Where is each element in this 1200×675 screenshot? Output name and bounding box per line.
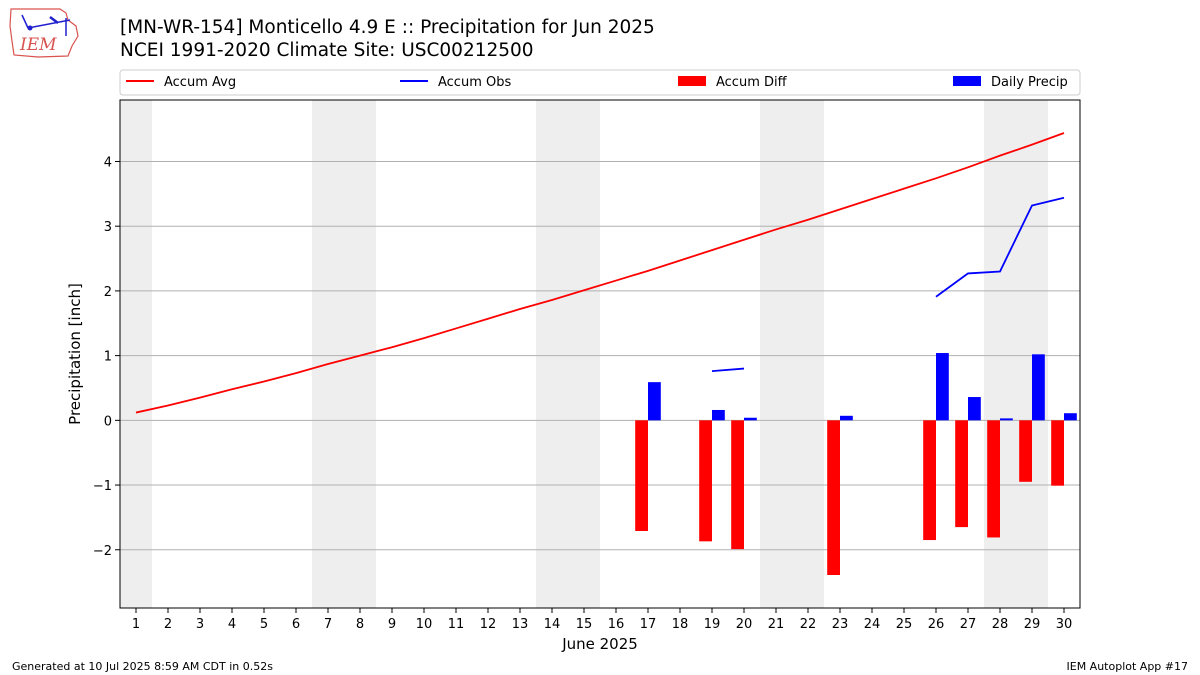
x-tick-label: 26 xyxy=(928,617,945,632)
x-tick-label: 12 xyxy=(480,617,497,632)
x-tick-label: 3 xyxy=(196,617,204,632)
legend-entry: Accum Obs xyxy=(438,75,511,90)
x-axis-label: June 2025 xyxy=(561,635,638,653)
x-tick-label: 18 xyxy=(672,617,689,632)
x-tick-label: 2 xyxy=(164,617,172,632)
accum-diff-bar xyxy=(699,420,712,542)
daily-precip-bar xyxy=(744,417,757,421)
plot-frame xyxy=(119,99,1081,609)
y-tick-label: −2 xyxy=(93,544,112,559)
legend-box xyxy=(119,69,1081,96)
series-lines xyxy=(135,132,1065,414)
generated-timestamp: Generated at 10 Jul 2025 8:59 AM CDT in … xyxy=(12,660,273,673)
x-tick-label: 14 xyxy=(544,617,561,632)
daily-precip-bar xyxy=(840,415,853,421)
accum-avg-line xyxy=(135,132,1065,414)
legend-swatch xyxy=(678,76,706,86)
x-tick-label: 15 xyxy=(576,617,593,632)
x-tick-label: 27 xyxy=(960,617,977,632)
daily-precip-bar xyxy=(1064,413,1077,421)
accum-diff-bar xyxy=(1051,420,1064,486)
daily-precip-bar xyxy=(648,382,661,421)
bars xyxy=(635,353,1077,575)
legend-swatch xyxy=(953,76,981,86)
weekend-band xyxy=(120,100,152,608)
x-tick-label: 4 xyxy=(228,617,236,632)
legend-entry: Accum Diff xyxy=(716,75,788,90)
y-tick-label: 1 xyxy=(104,350,112,365)
grid-lines xyxy=(120,160,1080,551)
weekend-band xyxy=(760,100,824,608)
y-tick-label: 4 xyxy=(104,155,112,170)
x-tick-label: 22 xyxy=(800,617,817,632)
x-tick-label: 6 xyxy=(292,617,300,632)
x-tick-label: 10 xyxy=(416,617,433,632)
weekend-shading xyxy=(120,100,1048,608)
x-tick-label: 30 xyxy=(1056,617,1073,632)
daily-precip-bar xyxy=(712,409,725,421)
x-tick-label: 29 xyxy=(1024,617,1041,632)
svg-text:IEM: IEM xyxy=(19,35,57,55)
daily-precip-bar xyxy=(968,397,981,421)
x-tick-label: 20 xyxy=(736,617,753,632)
weekend-band xyxy=(536,100,600,608)
accum-diff-bar xyxy=(731,420,744,550)
x-tick-label: 23 xyxy=(832,617,849,632)
chart-subtitle: NCEI 1991-2020 Climate Site: USC00212500 xyxy=(120,40,534,61)
x-tick-label: 8 xyxy=(356,617,364,632)
accum-obs-line xyxy=(935,196,1065,298)
x-tick-label: 25 xyxy=(896,617,913,632)
x-tick-label: 11 xyxy=(448,617,465,632)
x-tick-label: 21 xyxy=(768,617,785,632)
accum-obs-line xyxy=(711,367,745,373)
legend-entry: Daily Precip xyxy=(991,75,1068,90)
x-tick-label: 1 xyxy=(132,617,140,632)
y-tick-label: 0 xyxy=(104,414,112,429)
daily-precip-bar xyxy=(1000,418,1013,421)
y-tick-label: 2 xyxy=(104,285,112,300)
x-tick-label: 19 xyxy=(704,617,721,632)
x-tick-label: 28 xyxy=(992,617,1009,632)
legend-entry: Accum Avg xyxy=(164,75,236,90)
daily-precip-bar xyxy=(1032,354,1045,421)
accum-diff-bar xyxy=(987,420,1000,538)
x-tick-label: 16 xyxy=(608,617,625,632)
y-tick-label: −1 xyxy=(93,479,112,494)
y-tick-label: 3 xyxy=(104,220,112,235)
x-tick-label: 13 xyxy=(512,617,529,632)
x-tick-label: 9 xyxy=(388,617,396,632)
x-tick-label: 5 xyxy=(260,617,268,632)
x-tick-label: 24 xyxy=(864,617,881,632)
x-tick-label: 17 xyxy=(640,617,657,632)
chart-title: [MN-WR-154] Monticello 4.9 E :: Precipit… xyxy=(120,17,655,38)
iem-logo: IEM xyxy=(9,8,79,58)
accum-diff-bar xyxy=(1019,420,1032,482)
legend: Accum Avg Accum Obs Accum Diff Daily Precip xyxy=(119,69,1081,96)
accum-diff-bar xyxy=(955,420,968,528)
accum-diff-bar xyxy=(923,420,936,541)
accum-diff-bar xyxy=(635,420,648,531)
daily-precip-bar xyxy=(936,353,949,421)
accum-diff-bar xyxy=(827,420,840,575)
x-tick-label: 7 xyxy=(324,617,332,632)
y-axis-label: Precipitation [inch] xyxy=(66,283,84,425)
app-label: IEM Autoplot App #17 xyxy=(1066,660,1189,673)
